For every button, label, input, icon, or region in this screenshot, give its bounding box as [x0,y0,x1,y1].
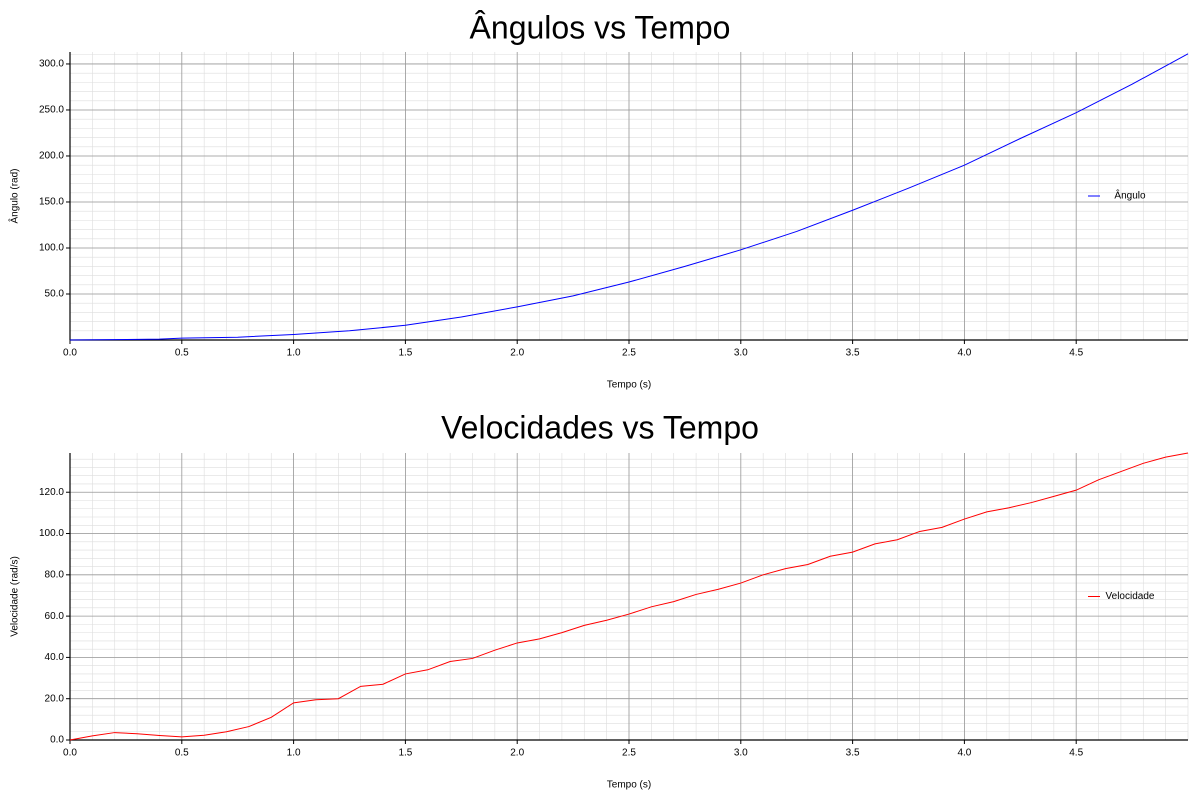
x-tick-label: 1.5 [398,748,412,759]
x-tick-label: 4.5 [1069,748,1083,759]
y-tick-label: 100.0 [39,243,64,254]
x-tick-label: 0.5 [175,348,189,359]
chart-title: Ângulos vs Tempo [470,9,731,45]
x-tick-label: 4.5 [1069,348,1083,359]
y-tick-label: 20.0 [45,693,65,704]
x-tick-label: 3.5 [846,748,860,759]
x-tick-label: 2.0 [510,748,524,759]
data-line [69,53,1189,341]
y-axis-label: Ângulo (rad) [8,168,21,223]
x-tick-label: 1.0 [287,348,301,359]
y-tick-label: 300.0 [39,59,64,70]
x-tick-label: 3.5 [846,348,860,359]
x-tick-label: 3.0 [734,348,748,359]
y-tick-label: 250.0 [39,105,64,116]
x-tick-label: 2.5 [622,348,636,359]
x-tick-label: 1.5 [398,348,412,359]
y-tick-label: 120.0 [39,487,64,498]
y-tick-label: 0.0 [50,735,64,746]
y-tick-label: 80.0 [45,569,65,580]
x-tick-label: 2.0 [510,348,524,359]
x-tick-label: 4.0 [957,348,971,359]
x-axis-label: Tempo (s) [607,780,651,791]
x-tick-label: 0.0 [63,348,77,359]
legend-label: Ângulo [1114,189,1146,202]
x-tick-label: 0.5 [175,748,189,759]
chart-title: Velocidades vs Tempo [441,409,759,445]
y-tick-label: 50.0 [45,289,65,300]
y-tick-label: 200.0 [39,151,64,162]
y-tick-label: 60.0 [45,611,65,622]
y-tick-label: 100.0 [39,528,64,539]
x-tick-label: 2.5 [622,748,636,759]
data-line [69,452,1189,741]
y-axis-label: Velocidade (rad/s) [10,556,21,637]
x-axis-label: Tempo (s) [607,380,651,391]
x-tick-label: 0.0 [63,748,77,759]
x-tick-label: 1.0 [287,748,301,759]
x-tick-label: 3.0 [734,748,748,759]
x-tick-label: 4.0 [957,748,971,759]
legend-label: Velocidade [1106,591,1155,602]
y-tick-label: 40.0 [45,652,65,663]
y-tick-label: 150.0 [39,197,64,208]
